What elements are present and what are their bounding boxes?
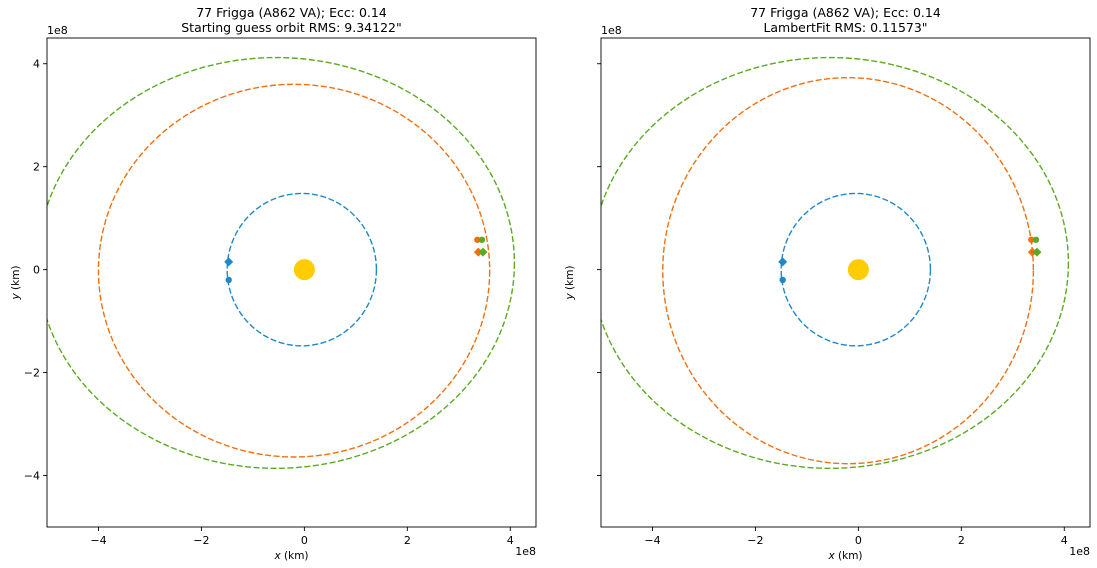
- y-scale-offset: 1e8: [47, 24, 68, 37]
- orbit-path-0: [780, 192, 932, 347]
- position-marker-3: [1032, 236, 1040, 243]
- y-axis-label-var: y: [564, 293, 576, 301]
- orbit-path-0: [226, 192, 378, 347]
- x-axis-label: x (km): [273, 550, 308, 562]
- chart-subtitle: Starting guess orbit RMS: 9.34122": [181, 20, 401, 35]
- orbit-path-1: [97, 83, 491, 458]
- sun-marker: [847, 259, 869, 281]
- position-marker-3: [478, 236, 486, 243]
- axes-frame: [46, 37, 537, 528]
- x-tick-label: 2: [404, 534, 411, 547]
- y-tick-label: −2: [24, 367, 40, 380]
- y-axis-label: y (km): [10, 265, 22, 300]
- x-tick-label: 4: [1061, 534, 1068, 547]
- x-tick-label: 2: [958, 534, 965, 547]
- position-marker-2: [1028, 236, 1035, 243]
- axes-frame: [600, 37, 1091, 528]
- position-marker-0: [778, 257, 788, 267]
- y-axis-label-unit: (km): [564, 265, 576, 293]
- y-tick-label: 2: [33, 161, 40, 174]
- position-marker-4: [473, 247, 483, 257]
- orbit-path-2: [601, 56, 1070, 469]
- plot-area: [47, 56, 516, 469]
- position-marker-5: [1032, 247, 1042, 257]
- position-marker-1: [225, 276, 232, 284]
- plot-area: [601, 56, 1070, 469]
- orbit-path-1: [662, 76, 1035, 465]
- x-axis-label-unit: (km): [835, 550, 863, 562]
- x-axis-label-var: x: [827, 550, 835, 562]
- position-marker-0: [224, 257, 234, 267]
- position-marker-2: [474, 236, 481, 243]
- x-tick-label: −2: [193, 534, 209, 547]
- x-tick-label: 4: [507, 534, 514, 547]
- x-tick-label: 0: [855, 534, 862, 547]
- y-tick-label: 4: [33, 58, 40, 71]
- x-axis-label: x (km): [827, 550, 862, 562]
- position-marker-4: [1027, 247, 1037, 257]
- x-tick-label: −4: [644, 534, 660, 547]
- x-scale-offset: 1e8: [1069, 545, 1090, 558]
- y-tick-label: −4: [24, 470, 40, 483]
- y-scale-offset: 1e8: [601, 24, 622, 37]
- x-axis-label-var: x: [273, 550, 281, 562]
- sun-marker: [293, 259, 315, 281]
- x-scale-offset: 1e8: [515, 545, 536, 558]
- x-tick-label: −4: [90, 534, 106, 547]
- y-axis-label-var: y: [10, 293, 22, 301]
- x-axis-label-unit: (km): [281, 550, 309, 562]
- position-marker-1: [779, 276, 786, 284]
- y-axis-label-unit: (km): [10, 265, 22, 293]
- y-axis-label: y (km): [564, 265, 576, 300]
- x-tick-label: −2: [747, 534, 763, 547]
- x-tick-label: 0: [301, 534, 308, 547]
- orbit-path-2: [47, 56, 516, 469]
- chart-title: 77 Frigga (A862 VA); Ecc: 0.14: [196, 5, 387, 20]
- chart-subtitle: LambertFit RMS: 0.11573": [763, 20, 927, 35]
- chart-title: 77 Frigga (A862 VA); Ecc: 0.14: [750, 5, 941, 20]
- y-tick-label: 0: [33, 264, 40, 277]
- position-marker-5: [478, 247, 488, 257]
